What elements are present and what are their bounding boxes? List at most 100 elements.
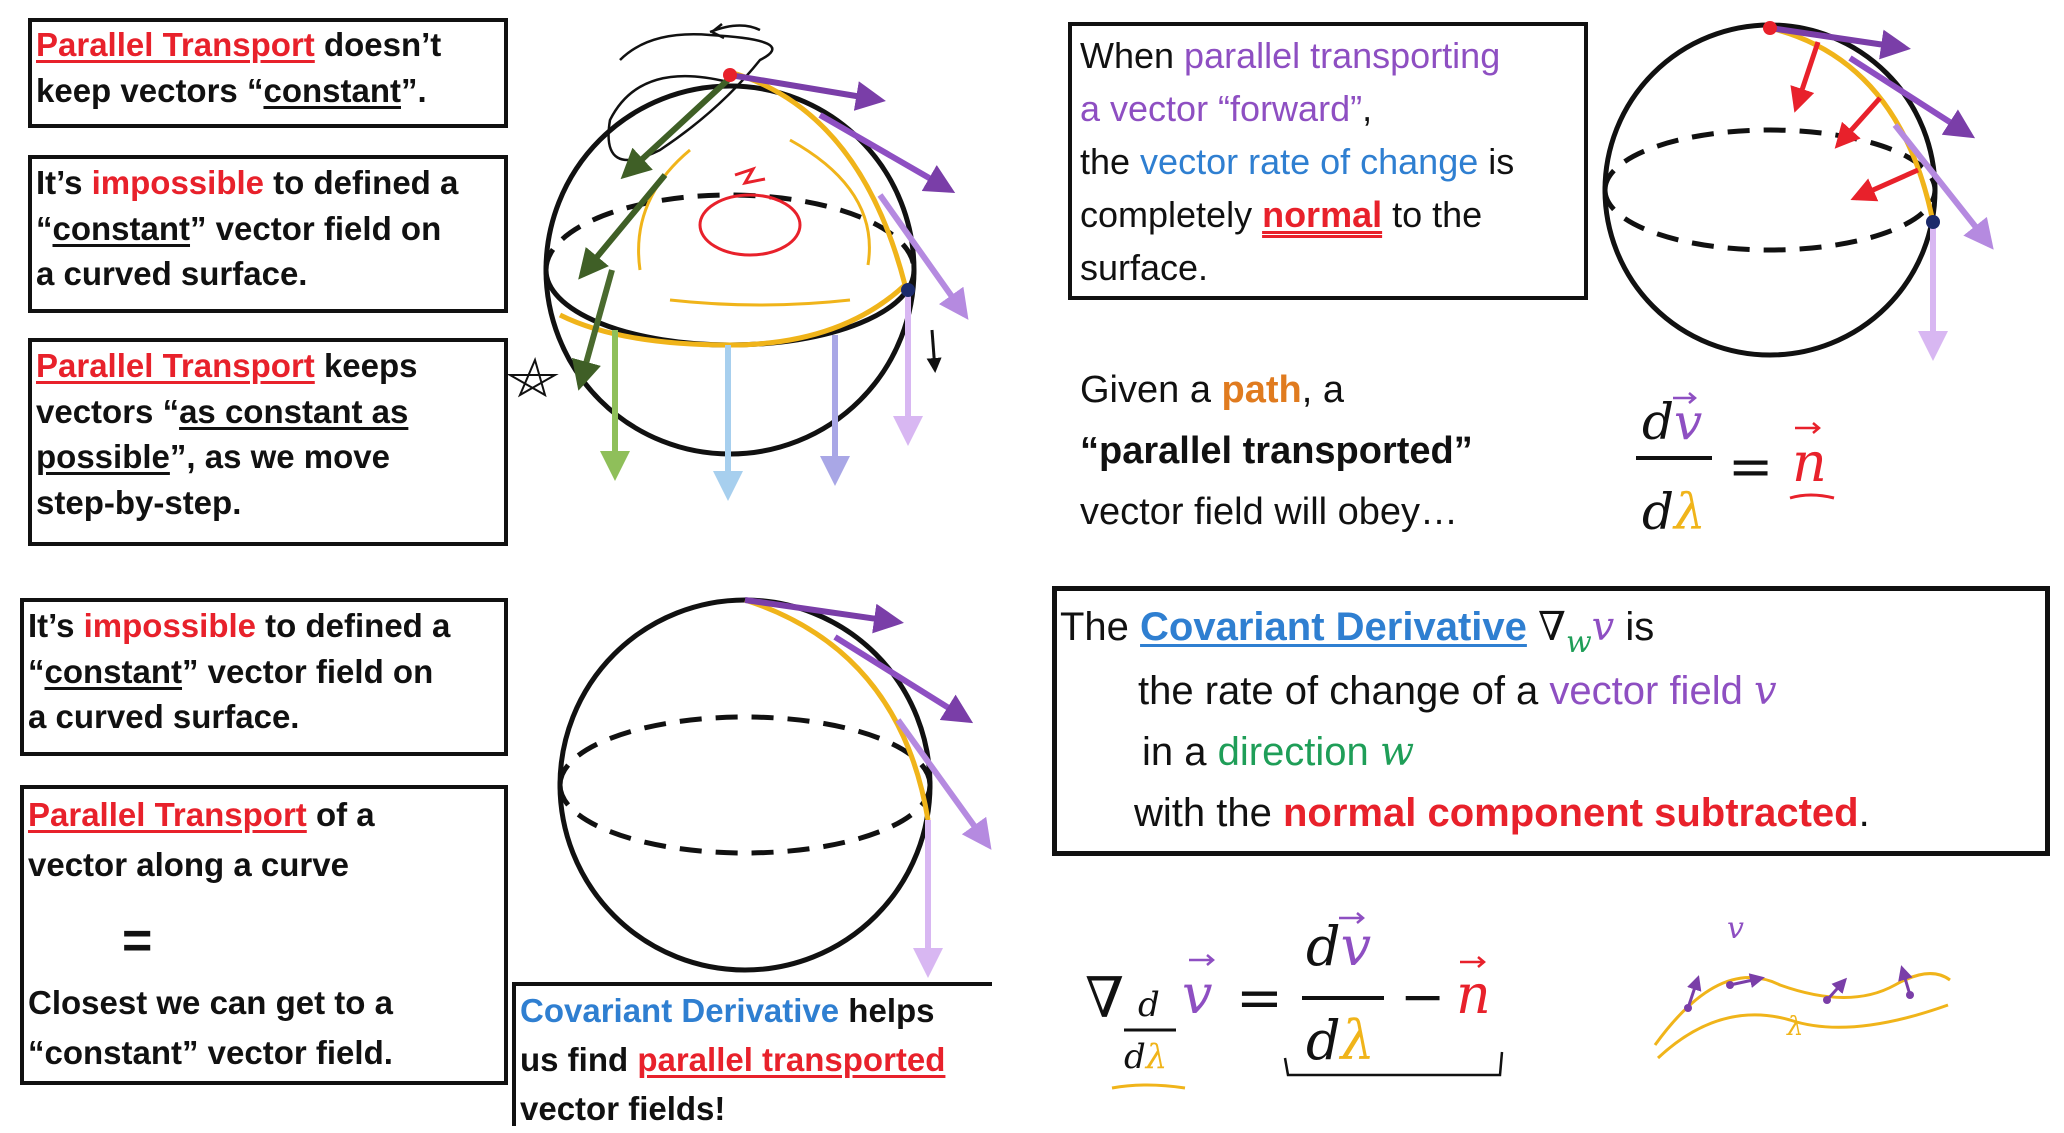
equator-back: [1602, 127, 1938, 191]
eq-d: d: [1306, 1009, 1341, 1072]
box-impossible-2: [20, 598, 508, 756]
yellow-sketch: [637, 148, 691, 271]
tangent-arrow: [1769, 25, 1911, 60]
sphere-outline: [1602, 22, 1938, 358]
equator-front: [557, 784, 933, 856]
black-arrow-scribble: [709, 23, 761, 40]
sketch-vector: [1686, 975, 1702, 1009]
box-covariant-definition: [1052, 586, 2050, 856]
box-forward-transport: [1068, 22, 1588, 300]
text-frag: “: [28, 652, 45, 690]
eq-v: v: [1674, 393, 1703, 451]
eq-v: v: [1340, 915, 1372, 978]
end-point: [1926, 215, 1940, 229]
text-given-path: Given a path, a “parallel transported” v…: [1080, 360, 1473, 542]
text-frag: keep vectors “: [36, 71, 264, 109]
normal-arrow: [1834, 96, 1882, 149]
text-impossible: impossible: [83, 607, 257, 644]
text-cov-line2: the rate of change of a vector field v: [1138, 664, 1777, 719]
box-covariant-helps: [512, 982, 992, 1126]
small-down-arrow: [926, 329, 942, 373]
text-frag: surface.: [1080, 246, 1209, 288]
text-impossible-1: It’s impossible to defined a “constant” …: [36, 160, 458, 297]
box-pt-along-curve: [20, 785, 508, 1085]
symbol-v: v: [1591, 604, 1615, 650]
eq2-n: n: [1456, 963, 1491, 1026]
eq-lambda: λ: [1145, 1037, 1168, 1077]
text-direction: direction: [1217, 730, 1380, 774]
transported-arrow: [571, 269, 615, 391]
yellow-underline: [1111, 1083, 1186, 1090]
transported-arrow: [620, 75, 733, 180]
text-impossible-2: It’s impossible to defined a “constant” …: [28, 603, 450, 740]
normal-arrow: [1790, 41, 1821, 113]
sketch-point: [1684, 1004, 1692, 1012]
red-loop: [698, 193, 802, 257]
sketch-vector: [1729, 973, 1765, 988]
normal-arrow: [1850, 167, 1920, 202]
text-frag: the rate of change of a: [1138, 669, 1550, 713]
yellow-path: [744, 597, 931, 821]
text-forward-transport: When parallel transporting a vector “for…: [1080, 30, 1514, 295]
text-path: path: [1221, 369, 1302, 411]
symbol-w: w: [1565, 625, 1592, 660]
text-constant: constant: [263, 71, 401, 109]
symbol-w: w: [1379, 729, 1415, 775]
sketch-vector: [1898, 965, 1913, 996]
text-covariant-helps: Covariant Derivative helps us find paral…: [520, 987, 945, 1133]
eq-n: n: [1792, 431, 1827, 494]
sphere-outline: [557, 597, 933, 973]
sphere-top-left: [506, 23, 969, 501]
yellow-sketch: [789, 138, 871, 266]
eq-d: d: [1642, 483, 1675, 541]
text-frag: vector field will obey…: [1080, 490, 1459, 533]
text-constant: constant: [44, 652, 183, 690]
text-frag: to defined a: [256, 607, 451, 644]
text-constant: constant: [52, 209, 191, 247]
text-vector-field: vector field: [1549, 669, 1754, 713]
text-covariant-derivative: Covariant Derivative: [520, 992, 840, 1029]
text-pt-keeps: Parallel Transport keeps vectors “as con…: [36, 343, 418, 525]
eq2-nabla: ∇: [1085, 966, 1125, 1031]
text-cov-line1: The Covariant Derivative ∇wv is: [1060, 600, 1655, 660]
eq-lambda: λ: [1340, 1009, 1375, 1072]
text-parallel-transported: parallel transported: [637, 1040, 946, 1078]
tangent-arrow: [1892, 123, 1994, 250]
sketch-point: [1726, 981, 1734, 989]
text-frag: vector along a curve: [28, 845, 349, 883]
text-parallel-transported: “parallel transported”: [1080, 429, 1473, 472]
eq2-minus: −: [1400, 965, 1446, 1028]
text-frag: ” vector field on: [182, 652, 434, 690]
text-normal: normal: [1262, 193, 1383, 235]
tangent-arrow: [895, 718, 992, 850]
tangent-arrow: [818, 112, 956, 193]
sketch-lambda-label: λ: [1787, 1012, 1804, 1042]
box-parallel-transport-not-constant: [28, 18, 508, 128]
text-closest: Closest we can get to a “constant” vecto…: [28, 978, 393, 1077]
tangent-arrow: [1848, 55, 1976, 139]
text-a-vector-forward: a vector “forward”: [1080, 87, 1363, 129]
eq-d: d: [1306, 915, 1341, 978]
text-frag: helps: [839, 992, 935, 1029]
text-frag: vector fields!: [520, 1089, 726, 1127]
text-equals-sign: =: [122, 912, 153, 970]
yellow-path: [1769, 25, 1936, 223]
eq-equals: =: [1728, 435, 1774, 498]
text-frag: the: [1080, 140, 1141, 182]
text-frag: It’s: [36, 164, 92, 201]
sketch-vector: [1825, 977, 1848, 1002]
text-frag: is: [1614, 605, 1655, 649]
eq2-num: dv: [1306, 910, 1371, 985]
tangent-arrow: [833, 634, 974, 724]
start-point: [723, 68, 737, 82]
star-scribble: [506, 357, 559, 398]
text-frag: “: [36, 209, 53, 247]
text-cov-line3: in a direction w: [1142, 725, 1414, 780]
eq-dv-dlambda-num: dv: [1642, 388, 1702, 457]
text-normal-component: normal component subtracted: [1282, 791, 1859, 835]
text-frag: a curved surface.: [28, 698, 300, 736]
eq2-den: dλ: [1306, 1004, 1375, 1079]
text-frag: vectors “: [36, 392, 180, 430]
equator-back: [557, 714, 933, 786]
text-frag: keeps: [314, 347, 418, 384]
